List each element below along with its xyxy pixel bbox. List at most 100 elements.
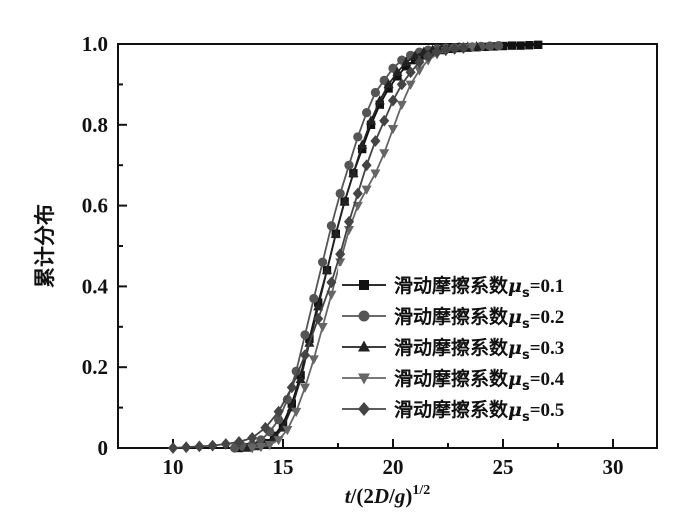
y-tick-label: 1.0: [82, 32, 108, 56]
point-marker: [357, 139, 368, 149]
point-marker: [387, 94, 399, 107]
point-marker: [313, 312, 324, 325]
legend-label-part: s: [522, 317, 530, 332]
y-axis-title: 累计分布: [33, 204, 57, 288]
point-marker: [317, 323, 328, 333]
x-tick-label: 25: [493, 455, 514, 479]
point-marker: [401, 56, 412, 66]
point-marker: [440, 44, 451, 56]
point-marker: [392, 66, 403, 77]
point-marker: [361, 159, 372, 172]
point-marker: [339, 196, 350, 206]
legend-item: 滑动摩擦系数μs=0.2: [342, 305, 564, 332]
point-marker: [358, 310, 370, 322]
point-marker: [299, 349, 311, 361]
y-tick-label: 0.6: [82, 194, 108, 218]
legend-label-part: μ: [508, 399, 522, 421]
x-axis-title-part: D: [373, 484, 389, 508]
axes: [117, 43, 658, 449]
point-marker: [493, 40, 504, 51]
point-marker: [409, 50, 421, 60]
legend-label-part: =0.2: [530, 307, 565, 328]
point-marker: [335, 188, 345, 199]
point-marker: [194, 440, 205, 453]
point-marker: [353, 132, 363, 142]
legend-label-part: 滑动摩擦系数: [394, 305, 509, 328]
point-marker: [370, 169, 381, 179]
point-marker: [273, 405, 284, 418]
x-tick-label: 30: [603, 455, 624, 479]
legend-label-part: μ: [508, 337, 522, 359]
point-marker: [414, 56, 425, 69]
point-marker: [365, 115, 377, 125]
legend-label-part: 滑动摩擦系数: [394, 367, 509, 390]
point-marker: [317, 257, 328, 267]
series-5: [167, 42, 469, 454]
axis-labels: 10 15 20 25 30 0 0.2 0.4 0.6 0.8 1.0 t/(2D/g)1/2 累计分…: [33, 32, 624, 508]
legend-label-part: =0.5: [530, 400, 565, 421]
legend-label-part: μ: [508, 275, 522, 297]
point-marker: [379, 75, 389, 85]
point-marker: [326, 221, 337, 231]
point-marker: [295, 373, 306, 384]
legend-background: [338, 266, 638, 426]
legend-item: 滑动摩擦系数μs=0.4: [342, 367, 565, 394]
point-marker: [379, 149, 390, 159]
point-marker: [410, 55, 420, 65]
point-marker: [256, 435, 266, 445]
point-marker: [181, 441, 192, 454]
legend-label-part: s: [522, 348, 530, 363]
y-tick-label: 0.4: [82, 274, 109, 298]
legend-label-part: =0.4: [530, 369, 565, 390]
point-marker: [396, 78, 407, 91]
point-marker: [358, 373, 370, 385]
point-marker: [330, 228, 341, 238]
point-marker: [388, 63, 398, 73]
point-marker: [361, 108, 372, 118]
legend-label-part: μ: [508, 306, 522, 328]
point-marker: [260, 421, 271, 434]
legend-label-part: 滑动摩擦系数: [394, 274, 509, 297]
point-marker: [374, 95, 385, 105]
point-marker: [458, 42, 469, 54]
point-marker: [467, 43, 478, 53]
point-marker: [286, 381, 297, 394]
x-tick-label: 20: [383, 455, 404, 479]
point-marker: [516, 41, 525, 50]
point-marker: [220, 438, 231, 450]
legend-label-part: s: [522, 286, 530, 301]
point-marker: [282, 394, 293, 405]
point-marker: [396, 100, 407, 111]
point-marker: [229, 443, 240, 453]
legend-label-part: μ: [508, 368, 522, 390]
point-marker: [507, 41, 516, 50]
series-group: [167, 40, 543, 454]
point-marker: [414, 66, 425, 76]
x-axis-title-part: ): [405, 484, 412, 508]
point-marker: [375, 100, 384, 109]
legend-label-part: =0.3: [530, 338, 565, 359]
legend-item: 滑动摩擦系数μs=0.1: [342, 274, 564, 301]
point-marker: [358, 144, 367, 154]
legend-item: 滑动摩擦系数μs=0.5: [342, 398, 564, 425]
legend-label: 滑动摩擦系数μs=0.3: [394, 336, 564, 363]
point-marker: [308, 355, 319, 365]
point-marker: [309, 293, 319, 304]
point-marker: [423, 50, 434, 62]
legend-label-part: 滑动摩擦系数: [394, 398, 509, 421]
legend-label-part: 滑动摩擦系数: [394, 336, 509, 359]
point-marker: [358, 340, 370, 352]
point-marker: [233, 436, 245, 448]
point-marker: [358, 402, 370, 416]
point-marker: [405, 66, 416, 79]
point-marker: [352, 187, 363, 200]
point-marker: [449, 42, 460, 55]
point-marker: [167, 442, 179, 454]
series-line: [172, 47, 464, 449]
point-marker: [299, 383, 311, 393]
point-marker: [335, 248, 346, 260]
legend-label-part: =0.1: [530, 276, 565, 297]
point-marker: [343, 215, 355, 228]
point-marker: [313, 301, 324, 311]
